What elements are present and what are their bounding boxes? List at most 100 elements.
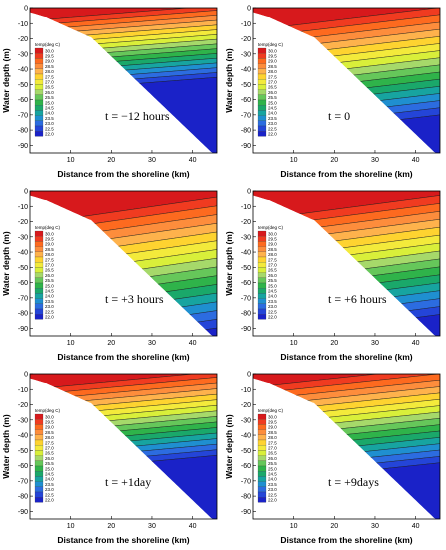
legend-swatch: [34, 256, 44, 263]
temperature-section-chart: 0 -10 -20 -30 -40 -50 -60 -70 -80 -90 10 20 30 40Dist…: [1, 372, 218, 545]
legend-value: 22.0: [45, 315, 54, 320]
legend-swatch: [257, 99, 267, 106]
legend-swatch: [34, 476, 44, 482]
legend-title: temp(deg C): [35, 225, 61, 230]
y-tick-label: -50: [241, 265, 251, 272]
legend-value: 22.0: [268, 498, 277, 503]
y-tick-label: -90: [18, 143, 28, 150]
y-tick-label: -80: [241, 311, 251, 318]
legend-value: 22.5: [45, 492, 54, 497]
legend-swatch: [34, 272, 44, 278]
y-tick-label: -20: [18, 219, 28, 226]
y-tick-label: 0: [24, 6, 28, 13]
y-tick-label: -90: [18, 509, 28, 516]
y-tick-label: -10: [18, 21, 28, 28]
y-tick-label: -70: [18, 112, 28, 119]
legend-swatch: [34, 277, 44, 284]
y-tick-label: -60: [241, 280, 251, 287]
legend-swatch: [34, 413, 44, 420]
y-tick-label: -20: [18, 36, 28, 43]
legend-swatch: [34, 434, 44, 441]
legend-swatch: [34, 481, 44, 487]
legend-swatch: [34, 262, 44, 268]
legend-title: temp(deg C): [35, 42, 61, 47]
legend-swatch: [34, 429, 44, 435]
legend-swatch: [257, 424, 267, 430]
x-tick-label: 30: [371, 523, 379, 530]
legend-swatch: [257, 53, 267, 59]
y-tick-label: -70: [18, 295, 28, 302]
x-tick-label: 40: [189, 157, 197, 164]
legend-swatch: [257, 308, 267, 315]
legend-value: 29.5: [268, 237, 277, 242]
y-tick-label: -10: [241, 21, 251, 28]
legend-title: temp(deg C): [258, 42, 284, 47]
legend-swatch: [257, 314, 267, 320]
y-tick-label: -30: [18, 51, 28, 58]
y-tick-label: -40: [241, 433, 251, 440]
legend-value: 24.5: [268, 472, 277, 477]
legend-swatch: [34, 424, 44, 430]
legend-value: 23.0: [268, 121, 277, 126]
legend-value: 23.0: [45, 487, 54, 492]
legend-value: 28.5: [268, 247, 277, 252]
legend-value: 25.5: [45, 461, 54, 466]
legend-swatch: [34, 246, 44, 252]
x-tick-label: 40: [412, 340, 420, 347]
legend-value: 29.5: [45, 420, 54, 425]
legend-swatch: [34, 282, 44, 289]
legend-value: 22.5: [268, 309, 277, 314]
legend-swatch: [257, 47, 267, 54]
legend-value: 24.5: [45, 472, 54, 477]
legend-swatch: [257, 262, 267, 268]
y-tick-label: -80: [18, 128, 28, 135]
legend-swatch: [34, 47, 44, 54]
x-axis-label: Distance from the shoreline (km): [57, 535, 189, 545]
legend-swatch: [257, 471, 267, 477]
legend-value: 24.0: [45, 111, 54, 116]
legend-swatch: [34, 460, 44, 467]
y-tick-label: -70: [241, 295, 251, 302]
chart-panel: 0 -10 -20 -30 -40 -50 -60 -70 -80 -90 10 20 30 40 Dist…: [223, 366, 446, 549]
x-tick-label: 40: [189, 340, 197, 347]
legend-swatch: [257, 288, 267, 294]
x-tick-label: 20: [107, 157, 115, 164]
y-tick-label: -90: [241, 509, 251, 516]
legend-swatch: [257, 413, 267, 420]
legend-value: 29.5: [45, 54, 54, 59]
seafloor-land: [253, 195, 440, 336]
x-tick-label: 30: [148, 157, 156, 164]
chart-panel: 0 -10 -20 -30 -40 -50 -60 -70 -80 -90 10 20 30 40 Dist…: [0, 183, 223, 366]
legend-swatch: [257, 251, 267, 258]
seafloor-land: [253, 12, 440, 153]
x-tick-label: 10: [67, 157, 75, 164]
legend-swatch: [34, 120, 44, 127]
legend-swatch: [34, 125, 44, 132]
x-tick-label: 20: [330, 157, 338, 164]
x-tick-label: 30: [371, 157, 379, 164]
legend-swatch: [34, 241, 44, 247]
y-axis-label: Water depth (m): [1, 414, 11, 479]
time-label: t = +9days: [328, 475, 379, 489]
x-tick-label: 10: [67, 340, 75, 347]
legend-value: 23.0: [268, 487, 277, 492]
chart-panel: 0 -10 -20 -30 -40 -50 -60 -70 -80 -90 10 20 30 40 Dist…: [223, 183, 446, 366]
legend-swatch: [34, 89, 44, 95]
y-tick-label: -40: [18, 433, 28, 440]
x-tick-label: 40: [412, 157, 420, 164]
y-tick-label: -30: [241, 51, 251, 58]
y-tick-label: -30: [18, 417, 28, 424]
legend-value: 23.5: [268, 116, 277, 121]
legend-swatch: [257, 272, 267, 278]
legend-value: 25.0: [268, 466, 277, 471]
legend-swatch: [34, 486, 44, 493]
y-tick-label: -20: [241, 36, 251, 43]
legend-value: 23.0: [45, 121, 54, 126]
legend-value: 25.5: [268, 461, 277, 466]
x-tick-label: 20: [107, 340, 115, 347]
legend-value: 27.0: [45, 80, 54, 85]
x-tick-label: 10: [290, 157, 298, 164]
legend-swatch: [257, 445, 267, 451]
legend-value: 25.5: [45, 278, 54, 283]
legend-swatch: [257, 277, 267, 284]
